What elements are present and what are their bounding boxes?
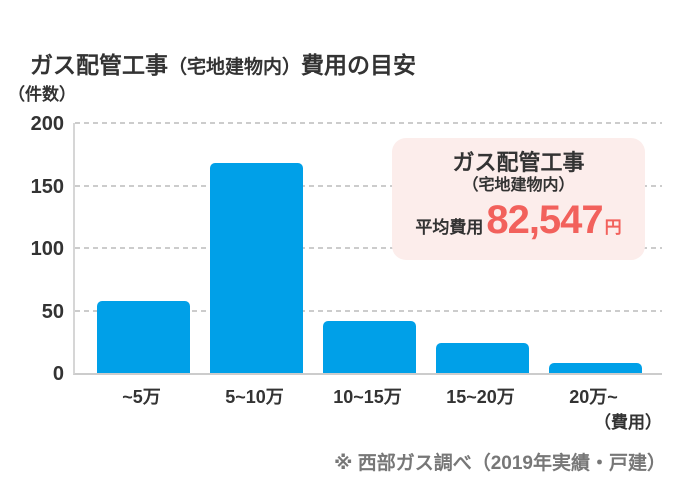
y-tick-100: 100 <box>30 238 64 260</box>
page-title-main1: ガス配管工事 <box>30 52 168 79</box>
y-tick-0: 0 <box>52 363 64 385</box>
gridline-100 <box>75 247 662 249</box>
callout-title: ガス配管工事 <box>452 150 585 175</box>
y-axis-tick-labels: 0 50 100 150 200 <box>0 113 64 385</box>
x-category-label-0: ~5万 <box>122 387 161 407</box>
x-category-label-1: 5~10万 <box>225 387 284 407</box>
callout-subtitle: （宅地建物内） <box>462 177 575 194</box>
page-title: ガス配管工事（宅地建物内）費用の目安 <box>30 47 416 83</box>
y-tick-50: 50 <box>41 300 64 323</box>
x-category-label-3: 15~20万 <box>446 387 515 407</box>
x-axis-unit-label: （費用） <box>594 413 662 432</box>
bar-chart-plot-area <box>73 122 662 375</box>
x-category-label-4: 20万~ <box>569 387 618 407</box>
bar-0 <box>97 300 190 373</box>
bar-1 <box>210 163 303 373</box>
currency-suffix: 円 <box>604 218 622 237</box>
callout-average-row: 平均費用 82,547 円 <box>392 199 645 241</box>
bar-3 <box>436 343 529 373</box>
average-cost-value: 82,547 <box>486 198 603 242</box>
gridline-200 <box>75 122 662 124</box>
average-cost-label: 平均費用 <box>415 218 484 237</box>
x-axis-category-labels: ~5万 5~10万 10~15万 15~20万 20万~ <box>73 383 660 407</box>
y-tick-150: 150 <box>30 175 64 198</box>
source-note: ※ 西部ガス調べ（2019年実績・戸建） <box>333 453 666 474</box>
bar-2 <box>323 320 416 373</box>
page-title-main2: 費用の目安 <box>301 52 417 79</box>
x-category-label-2: 10~15万 <box>333 387 402 407</box>
bar-4 <box>549 363 642 373</box>
gridline-50 <box>75 309 662 312</box>
y-tick-200: 200 <box>30 113 64 135</box>
average-cost-callout: ガス配管工事 （宅地建物内） 平均費用 82,547 円 <box>392 138 645 260</box>
gridline-150 <box>75 184 662 187</box>
y-axis-unit-label: （件数） <box>8 85 76 104</box>
page-title-paren: （宅地建物内） <box>168 57 302 79</box>
